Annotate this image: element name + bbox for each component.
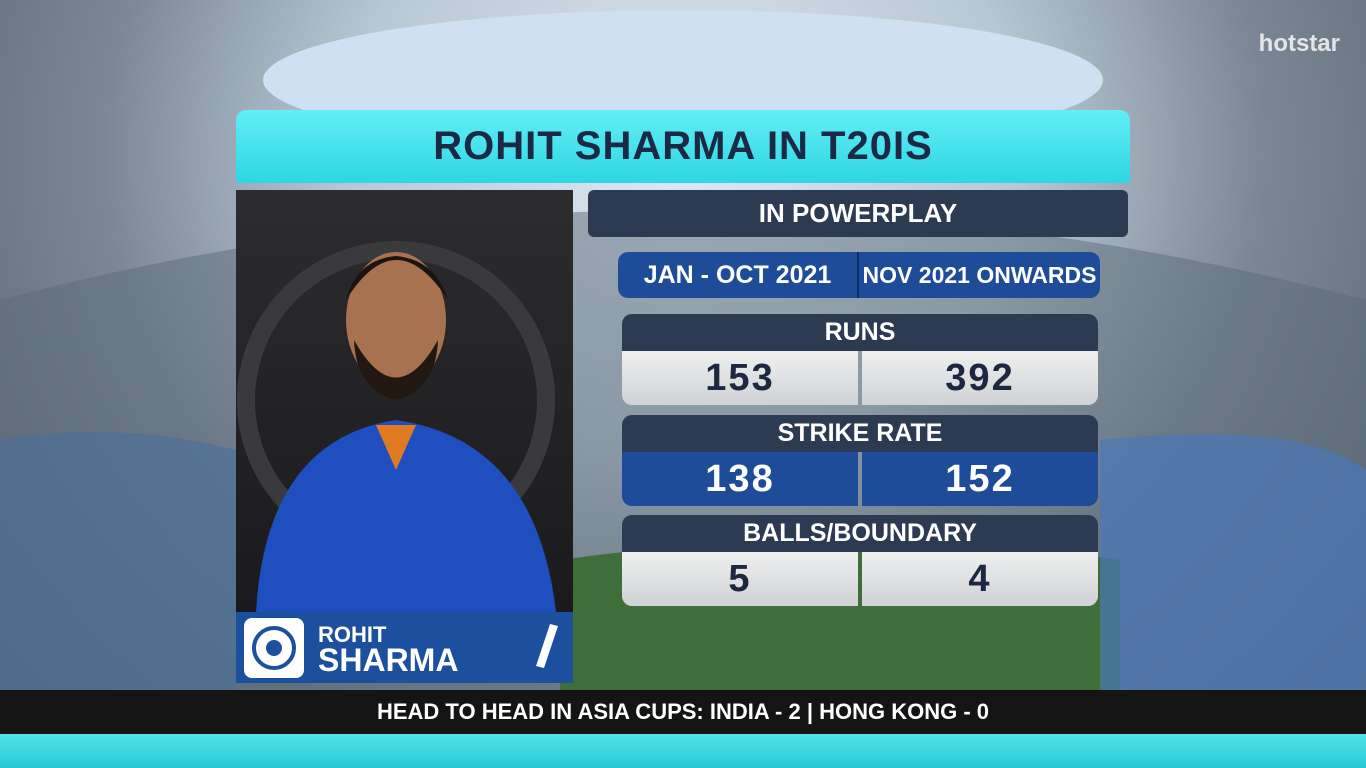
stat-label: BALLS/BOUNDARY [622, 515, 1098, 552]
stat-value: 138 [622, 452, 858, 506]
column-label: JAN - OCT 2021 [618, 252, 859, 298]
bottom-band [0, 734, 1366, 768]
name-plate: ROHIT SHARMA [236, 612, 573, 683]
column-label: NOV 2021 ONWARDS [862, 261, 1097, 288]
player-photo [236, 190, 573, 612]
stat-value: 392 [862, 351, 1098, 405]
stat-value: 153 [622, 351, 858, 405]
stat-value: 152 [862, 452, 1098, 506]
channel-logo: hotstar [1258, 30, 1340, 57]
stat-value: 5 [622, 552, 858, 606]
stat-label: RUNS [622, 314, 1098, 351]
bat-icon [536, 624, 558, 668]
player-silhouette [237, 241, 556, 612]
ticker: HEAD TO HEAD IN ASIA CUPS: INDIA - 2 | H… [0, 690, 1366, 734]
stat-value: 4 [862, 552, 1098, 606]
column-header: JAN - OCT 2021 NOV 2021 ONWARDS [618, 252, 1100, 298]
title: ROHIT SHARMA IN T20IS [236, 110, 1130, 183]
panel-heading: IN POWERPLAY [588, 190, 1128, 237]
bcci-badge [244, 618, 304, 678]
player-first-name: ROHIT [318, 622, 387, 647]
stat-label: STRIKE RATE [622, 415, 1098, 452]
player-last-name: SHARMA [318, 642, 459, 678]
